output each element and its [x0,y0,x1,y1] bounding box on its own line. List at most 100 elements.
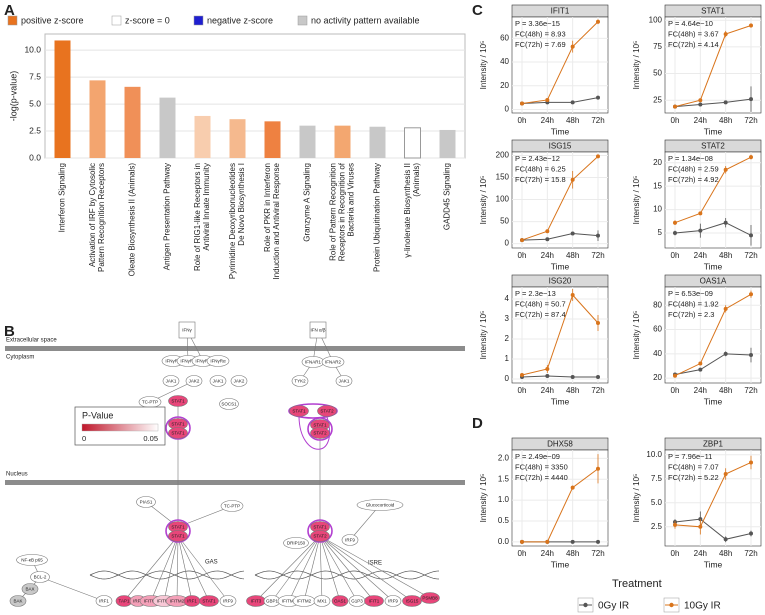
x-tick-label: 0h [671,549,680,558]
plot-frame [664,286,762,384]
legend-label: z-score = 0 [125,15,170,25]
data-point [723,306,728,311]
x-axis-label: Time [704,261,723,271]
y-tick-label: 0 [505,239,510,248]
node-label: IFNγRβ [195,359,211,364]
x-tick-label: 48h [719,549,732,558]
complex-ring [165,416,191,440]
x-axis-label: Time [551,559,570,569]
node-label: BAX [25,587,34,592]
annotation: P = 2.3e−13 [515,289,556,298]
data-point [749,531,753,536]
node [364,595,384,607]
data-point [749,23,753,28]
facet-title: OAS1A [700,277,727,286]
edge [319,535,413,602]
y-tick-label: 2.5 [651,522,663,531]
node-label: TC-PTP [224,504,240,509]
edge [177,535,229,602]
node-label: IFNγRα [165,359,181,364]
data-point [545,374,550,378]
plot-frame [511,286,609,384]
data-point [673,104,677,109]
node [21,583,39,595]
data-point [596,19,600,24]
panel-letter: D [472,415,483,432]
node [321,356,345,368]
x-tick-label: 24h [694,549,707,558]
bar [264,121,281,158]
node [220,500,244,512]
y-tick-label: 3 [505,314,510,323]
node-label: IFIT1 [369,599,380,604]
x-tick-label: GADD45 Signaling [443,163,452,230]
x-tick-label: 72h [744,549,757,558]
x-tick-label: 72h [591,116,604,125]
edge [150,535,179,602]
x-tick-label: 0h [518,251,527,260]
y-tick-label: 5 [658,228,663,237]
legend-swatch [7,15,18,26]
node [219,595,237,607]
y-tick-label: 0.0 [29,152,41,162]
node [95,595,113,607]
data-point [723,167,728,172]
x-tick-label: 0h [518,549,527,558]
x-tick-label: Oleate Biosynthesis II (Animals) [128,163,137,277]
annotation: P = 3.36e−15 [515,19,560,28]
bar [54,40,71,158]
annotation: FC(48h) = 3350 [515,462,568,471]
facet-title: STAT1 [701,7,725,16]
y-tick-label: 40 [500,57,509,66]
data-point [698,228,703,233]
node-label: ISG15 [406,599,419,604]
node-label: DRIP150 [287,541,306,546]
x-tick-label: 24h [541,251,554,260]
node [206,355,230,367]
node [341,534,359,546]
y-tick-label: 7.5 [651,474,663,483]
edge [319,535,358,602]
facet-title: DHX58 [547,440,573,449]
data-point [698,524,703,529]
node [402,595,422,607]
node-label: TAP1 [119,599,130,604]
data-point [698,98,703,103]
dna-strand [89,570,245,580]
data-point [596,375,600,379]
node [420,592,440,604]
edge [288,535,321,602]
data-point [596,95,600,100]
data-point [545,367,550,371]
edge [255,535,321,602]
series-line [674,353,752,375]
x-tick-label: 24h [541,386,554,395]
annotation: FC(72h) = 15.8 [515,175,566,184]
series-line [674,518,752,540]
node [356,499,404,511]
series-line [674,25,752,108]
annotation: FC(48h) = 1.92 [668,299,719,308]
data-point [570,485,575,490]
node [16,554,48,566]
y-tick-label: 5.0 [651,498,663,507]
data-point [723,100,728,105]
annotation: FC(48h) = 8.93 [515,29,566,38]
data-point [749,97,753,102]
node [335,375,353,387]
dna-strand [254,570,440,580]
edge [271,535,321,602]
series-line [521,156,599,241]
node-label: OAS1 [334,599,347,604]
x-tick-label: 48h [566,251,579,260]
node-label: STAT1 [171,525,185,530]
node-label: STAT1 [171,431,185,436]
node-label: JAK1 [166,379,177,384]
node-label: MX1 [317,599,327,604]
node-label: STAT1 [202,599,216,604]
annotation: FC(72h) = 5.22 [668,473,719,482]
node-label: GBP1 [266,599,279,604]
node-label: IFN α/β [311,328,326,333]
edge [123,535,179,602]
y-tick-label: 60 [653,325,662,334]
